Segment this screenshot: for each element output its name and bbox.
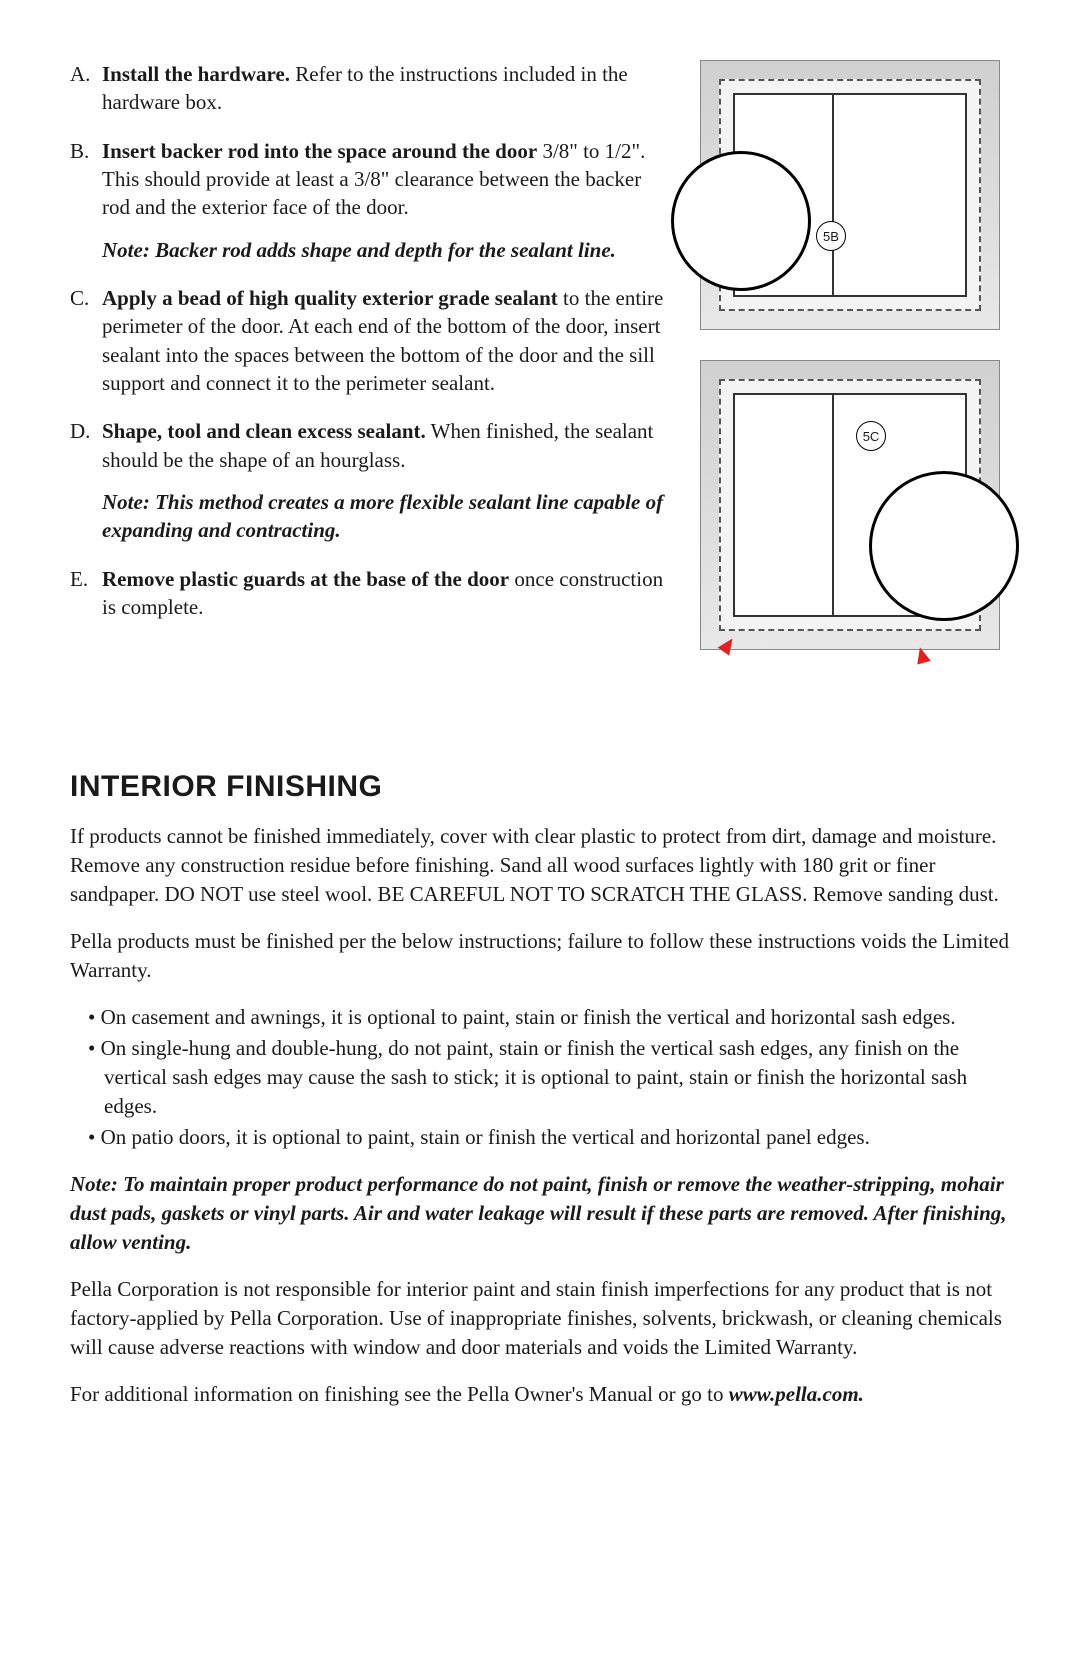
step-bold: Shape, tool and clean excess sealant.	[102, 419, 426, 443]
bullet-item: On patio doors, it is optional to paint,…	[76, 1123, 1010, 1152]
paragraph-2: Pella products must be finished per the …	[70, 927, 1010, 985]
step-bold: Install the hardware.	[102, 62, 290, 86]
step-a: A. Install the hardware. Refer to the in…	[70, 60, 670, 117]
arrow-icon	[718, 634, 739, 655]
paragraph-4: For additional information on finishing …	[70, 1380, 1010, 1409]
step-e: E. Remove plastic guards at the base of …	[70, 565, 670, 622]
bullet-item: On single-hung and double-hung, do not p…	[76, 1034, 1010, 1121]
figure-5c: 5C	[700, 360, 1000, 650]
step-marker: A.	[70, 60, 90, 88]
figure-label-5b: 5B	[816, 221, 846, 251]
step-marker: C.	[70, 284, 89, 312]
website-link[interactable]: www.pella.com.	[729, 1382, 864, 1406]
instruction-steps: A. Install the hardware. Refer to the in…	[70, 60, 680, 650]
step-b: B. Insert backer rod into the space arou…	[70, 137, 670, 264]
step-note: Note: Backer rod adds shape and depth fo…	[102, 236, 670, 264]
paragraph-4-prefix: For additional information on finishing …	[70, 1382, 729, 1406]
note-block: Note: To maintain proper product perform…	[70, 1170, 1010, 1257]
figure-label-5c: 5C	[856, 421, 886, 451]
bullet-item: On casement and awnings, it is optional …	[76, 1003, 1010, 1032]
step-marker: E.	[70, 565, 88, 593]
paragraph-3: Pella Corporation is not responsible for…	[70, 1275, 1010, 1362]
step-d: D. Shape, tool and clean excess sealant.…	[70, 417, 670, 544]
figure-column: 5B 5C	[700, 60, 1010, 650]
paragraph-1: If products cannot be finished immediate…	[70, 822, 1010, 909]
step-marker: B.	[70, 137, 89, 165]
step-bold: Insert backer rod into the space around …	[102, 139, 537, 163]
bullet-list: On casement and awnings, it is optional …	[70, 1003, 1010, 1152]
step-bold: Remove plastic guards at the base of the…	[102, 567, 509, 591]
section-heading: INTERIOR FINISHING	[70, 770, 1010, 804]
step-c: C. Apply a bead of high quality exterior…	[70, 284, 670, 397]
arrow-icon	[913, 645, 931, 664]
step-bold: Apply a bead of high quality exterior gr…	[102, 286, 558, 310]
step-marker: D.	[70, 417, 90, 445]
figure-5b: 5B	[700, 60, 1000, 330]
step-note: Note: This method creates a more flexibl…	[102, 488, 670, 545]
